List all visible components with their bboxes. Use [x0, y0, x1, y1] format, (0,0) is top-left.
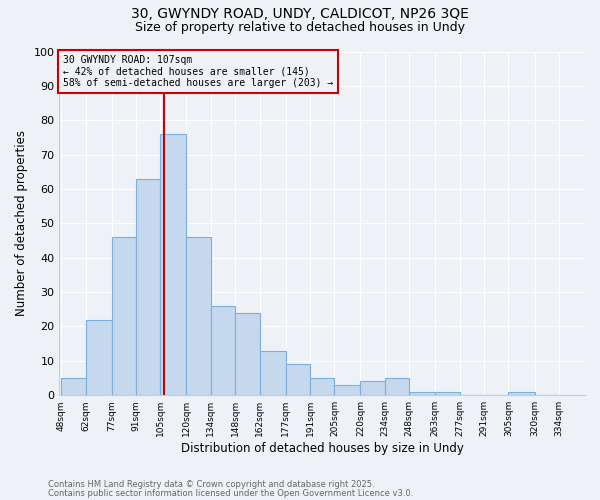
Bar [136, 178, 160, 395]
Text: Size of property relative to detached houses in Undy: Size of property relative to detached ho… [135, 21, 465, 34]
Text: Contains public sector information licensed under the Open Government Licence v3: Contains public sector information licen… [48, 488, 413, 498]
Bar [286, 364, 310, 395]
Bar [211, 306, 235, 395]
Bar [112, 237, 136, 395]
Bar [61, 378, 86, 395]
Bar [436, 392, 460, 395]
Bar [334, 385, 361, 395]
Text: Contains HM Land Registry data © Crown copyright and database right 2025.: Contains HM Land Registry data © Crown c… [48, 480, 374, 489]
Text: 30 GWYNDY ROAD: 107sqm
← 42% of detached houses are smaller (145)
58% of semi-de: 30 GWYNDY ROAD: 107sqm ← 42% of detached… [63, 55, 333, 88]
Bar [361, 382, 385, 395]
Bar [409, 392, 436, 395]
Bar [260, 350, 286, 395]
Text: 30, GWYNDY ROAD, UNDY, CALDICOT, NP26 3QE: 30, GWYNDY ROAD, UNDY, CALDICOT, NP26 3Q… [131, 8, 469, 22]
Bar [160, 134, 187, 395]
Bar [310, 378, 334, 395]
Bar [187, 237, 211, 395]
Bar [385, 378, 409, 395]
Bar [508, 392, 535, 395]
Bar [86, 320, 112, 395]
Y-axis label: Number of detached properties: Number of detached properties [15, 130, 28, 316]
X-axis label: Distribution of detached houses by size in Undy: Distribution of detached houses by size … [181, 442, 464, 455]
Bar [235, 312, 260, 395]
